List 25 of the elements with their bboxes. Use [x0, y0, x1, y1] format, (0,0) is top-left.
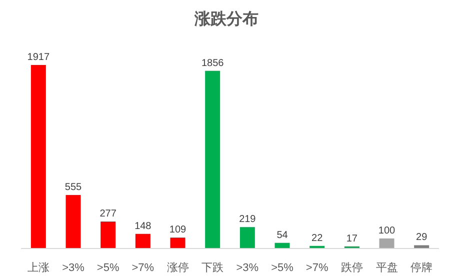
x-tick-label: 涨停 — [166, 262, 189, 274]
data-label: 555 — [64, 182, 82, 194]
x-tick-label: 上涨 — [27, 261, 50, 274]
data-label: 1856 — [201, 58, 224, 69]
data-label: 109 — [169, 224, 187, 236]
data-label: 219 — [239, 214, 256, 226]
x-tick-label: 停牌 — [410, 262, 433, 274]
x-tick-label: >5% — [96, 262, 120, 274]
data-label: 277 — [100, 208, 117, 220]
data-label: 148 — [134, 220, 152, 232]
x-tick-label: >5% — [271, 262, 294, 274]
data-label: 17 — [346, 233, 358, 244]
x-tick-label: >7% — [132, 262, 154, 274]
x-tick-label: >7% — [306, 262, 328, 274]
x-tick-label: >3% — [236, 262, 259, 274]
data-label: 1917 — [27, 52, 50, 63]
title: 涨跌分布 — [194, 11, 258, 28]
data-label: 100 — [378, 225, 396, 236]
x-tick-label: 平盘 — [376, 262, 398, 274]
x-tick-label: 下跌 — [202, 262, 224, 274]
data-label: 54 — [276, 230, 288, 241]
data-label: 29 — [416, 232, 428, 244]
x-tick-label: 跌停 — [340, 262, 363, 274]
x-tick-label: >3% — [62, 262, 85, 274]
data-label: 22 — [312, 232, 324, 244]
